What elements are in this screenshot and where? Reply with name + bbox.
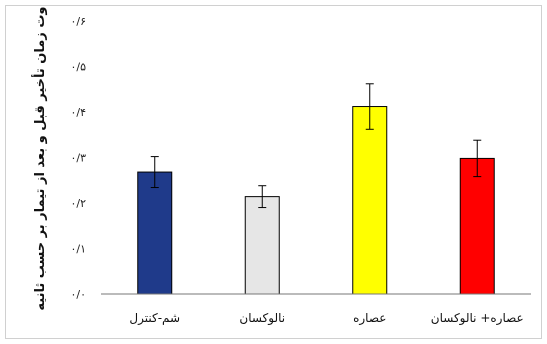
y-axis-ticks: ۰/۰ ۰/۱ ۰/۲ ۰/۳ ۰/۴ ۰/۵ ۰/۶ <box>70 15 86 301</box>
category-label: نالوکسان <box>239 311 285 326</box>
bars-group <box>137 106 495 295</box>
y-axis-label: تفاوت زمان تأخیر قبل و بعد از تیمار بر ح… <box>31 6 48 311</box>
error-bars-group <box>150 83 482 209</box>
bar <box>352 106 388 295</box>
category-label: عصاره <box>353 311 386 326</box>
category-labels: شم-کنترل نالوکسان عصاره عصاره+ نالوکسان <box>129 311 523 326</box>
bar <box>244 196 280 295</box>
y-tick-label: ۰/۱ <box>70 243 86 256</box>
y-tick-label: ۰/۳ <box>70 152 86 165</box>
y-tick-label: ۰/۴ <box>70 106 86 119</box>
bar-chart: تفاوت زمان تأخیر قبل و بعد از تیمار بر ح… <box>31 6 531 326</box>
chart-frame: تفاوت زمان تأخیر قبل و بعد از تیمار بر ح… <box>5 5 542 339</box>
bar <box>137 171 173 295</box>
category-label: عصاره+ نالوکسان <box>431 311 524 326</box>
y-tick-label: ۰/۵ <box>70 61 86 74</box>
bar <box>459 157 495 295</box>
y-tick-label: ۰/۲ <box>70 197 86 210</box>
category-label: شم-کنترل <box>129 311 180 326</box>
y-tick-label: ۰/۶ <box>70 15 86 28</box>
y-tick-label: ۰/۰ <box>70 288 86 301</box>
